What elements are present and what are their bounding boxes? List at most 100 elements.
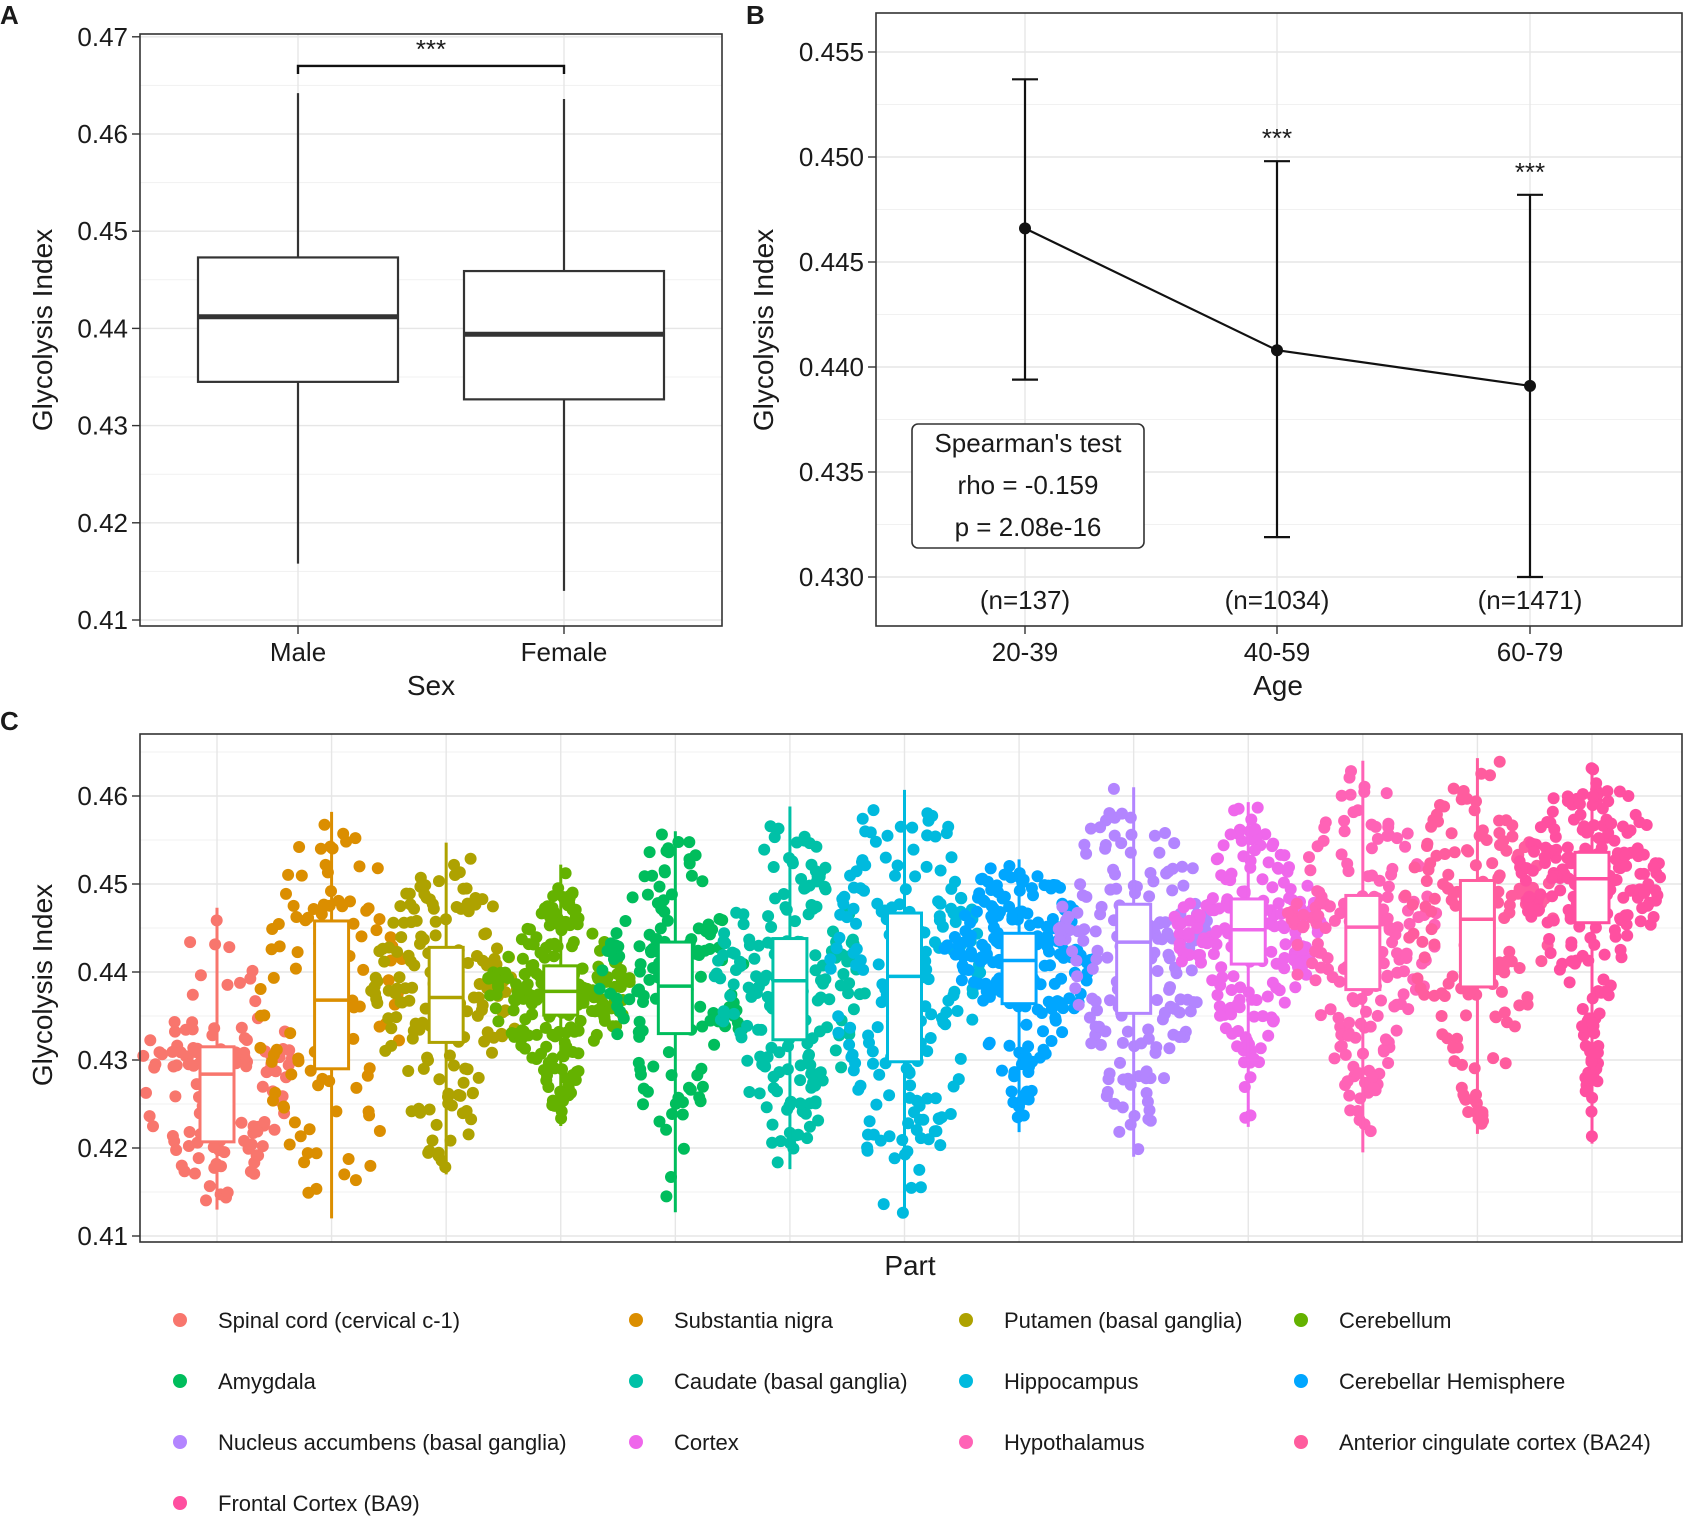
data-point xyxy=(1591,1046,1604,1059)
data-point xyxy=(769,892,782,905)
data-point xyxy=(1071,970,1084,983)
data-point xyxy=(480,927,492,940)
data-point xyxy=(1266,840,1279,853)
legend-key-0 xyxy=(173,1313,187,1327)
panel-a-y-tick-label: 0.44 xyxy=(77,313,128,343)
data-point xyxy=(1401,827,1414,840)
legend-label-11: Anterior cingulate cortex (BA24) xyxy=(1339,1430,1651,1455)
data-point xyxy=(1486,857,1499,870)
data-point xyxy=(390,1011,403,1024)
data-point xyxy=(883,1089,896,1102)
data-point xyxy=(1158,1072,1170,1085)
data-point xyxy=(1385,868,1398,881)
data-point xyxy=(794,1097,807,1110)
data-point xyxy=(1309,974,1322,987)
data-point xyxy=(683,836,696,849)
data-point xyxy=(792,1128,805,1141)
data-point xyxy=(1435,1010,1448,1022)
data-point xyxy=(921,1092,934,1105)
data-point xyxy=(559,1072,572,1085)
data-point xyxy=(137,1049,150,1062)
data-point xyxy=(1166,884,1179,897)
data-point xyxy=(1095,900,1108,913)
data-point xyxy=(805,1067,818,1080)
data-point xyxy=(218,1146,231,1159)
data-point xyxy=(913,1163,926,1176)
data-point xyxy=(1147,875,1160,888)
data-point xyxy=(1495,985,1508,998)
data-point xyxy=(861,1141,874,1154)
group-box-2 xyxy=(427,945,465,1044)
data-point xyxy=(814,1066,827,1079)
data-point xyxy=(1339,1048,1352,1061)
data-point xyxy=(1367,1082,1380,1094)
data-point xyxy=(342,1153,355,1165)
data-point xyxy=(1428,989,1441,1002)
data-point xyxy=(1140,1087,1153,1099)
data-point xyxy=(1621,909,1634,922)
sample-size-label: (n=137) xyxy=(980,585,1070,615)
data-point xyxy=(1448,846,1461,859)
data-point xyxy=(962,964,975,976)
data-point xyxy=(809,949,822,962)
data-point xyxy=(527,938,540,951)
panel-a-x-axis-title: Sex xyxy=(407,670,455,701)
data-point xyxy=(1283,861,1295,874)
data-point xyxy=(292,1055,305,1068)
data-point xyxy=(1386,936,1399,949)
data-point xyxy=(594,992,607,1005)
data-point xyxy=(1451,1032,1463,1045)
data-point xyxy=(194,969,207,982)
legend-key-9 xyxy=(629,1435,643,1449)
data-point xyxy=(706,923,719,936)
panel-b-x-tick-label: 60-79 xyxy=(1497,637,1564,667)
data-point xyxy=(1649,884,1662,897)
data-point xyxy=(1210,938,1223,951)
legend-label-3: Cerebellum xyxy=(1339,1308,1452,1333)
data-point xyxy=(1159,916,1172,929)
data-point xyxy=(235,1021,248,1034)
data-point xyxy=(349,832,362,845)
panel-c-y-axis-title: Glycolysis Index xyxy=(27,884,58,1086)
data-point xyxy=(1291,968,1304,981)
data-point xyxy=(1547,792,1560,805)
data-point xyxy=(1434,799,1446,811)
data-point xyxy=(1614,943,1627,956)
data-point xyxy=(268,1123,281,1136)
data-point xyxy=(234,976,246,989)
data-point xyxy=(1391,832,1403,845)
data-point xyxy=(1598,948,1611,961)
data-point xyxy=(660,1190,673,1203)
data-point xyxy=(959,925,972,938)
data-point xyxy=(143,1110,156,1123)
data-point xyxy=(168,1016,181,1028)
data-point xyxy=(1163,1042,1176,1055)
data-point xyxy=(394,996,407,1009)
data-point xyxy=(1256,1010,1269,1023)
data-point xyxy=(1113,1125,1126,1138)
data-point xyxy=(1403,917,1416,930)
data-point xyxy=(167,1060,180,1073)
data-point xyxy=(1381,971,1394,984)
data-point xyxy=(1480,834,1493,846)
data-point xyxy=(1391,947,1403,960)
data-point xyxy=(867,1128,880,1141)
data-point xyxy=(753,1087,766,1100)
data-point xyxy=(312,1079,325,1092)
data-point xyxy=(391,945,404,958)
data-point xyxy=(949,875,961,888)
data-point xyxy=(251,1125,264,1138)
data-point xyxy=(824,962,837,975)
data-point xyxy=(1576,788,1589,801)
data-point xyxy=(1455,1081,1468,1094)
data-point xyxy=(505,1027,518,1039)
data-point xyxy=(1321,952,1334,965)
data-point xyxy=(587,1034,600,1047)
data-point xyxy=(766,1136,779,1149)
data-point xyxy=(1101,951,1114,964)
data-point xyxy=(1428,892,1441,905)
data-point xyxy=(929,1092,942,1105)
data-point xyxy=(799,881,812,894)
data-point xyxy=(922,1133,935,1146)
data-point xyxy=(364,1159,377,1172)
